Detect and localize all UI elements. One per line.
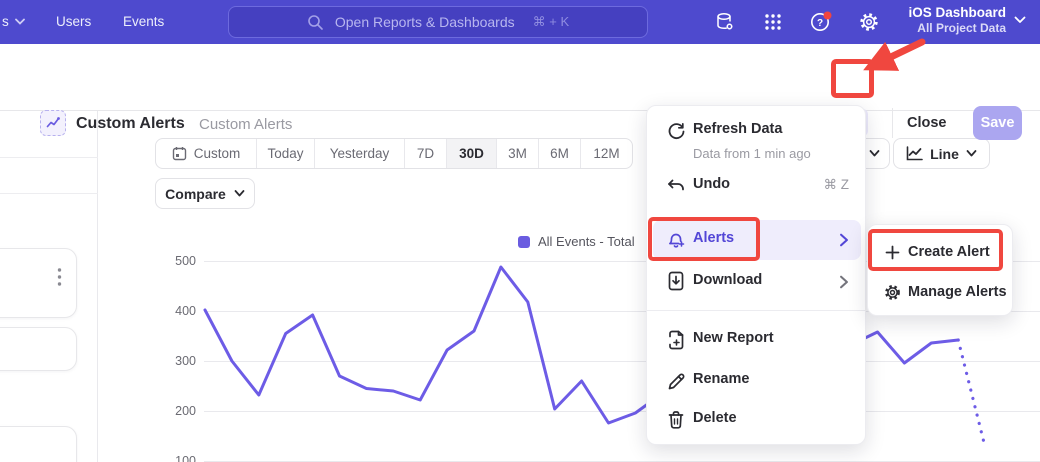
nav-item-partial-label: s [2,14,9,29]
line-chart-icon [906,146,923,161]
chart-type-label: Line [930,146,959,162]
chevron-down-icon [1014,16,1026,24]
legend-swatch [518,236,530,248]
new-report-icon [665,329,687,351]
data-management-icon[interactable] [713,11,737,33]
project-title: iOS Dashboard [908,4,1006,21]
search-icon [307,14,323,30]
pencil-icon [665,370,687,392]
save-button[interactable]: Save [973,106,1022,140]
date-range-3m[interactable]: 3M [496,139,538,168]
date-range-label: 12M [593,146,619,161]
svg-text:?: ? [817,18,823,29]
date-range-yesterday[interactable]: Yesterday [314,139,404,168]
date-range-label: Yesterday [330,146,390,161]
help-icon[interactable]: ? [809,11,833,33]
date-range-label: Custom [194,146,241,161]
query-card[interactable] [0,327,77,371]
menu-item-label: Download [693,272,762,288]
gear-icon [882,282,902,302]
project-switcher[interactable]: iOS Dashboard All Project Data [908,4,1026,36]
kebab-menu-icon[interactable] [57,267,62,287]
refresh-icon [665,120,687,142]
menu-item-label: Delete [693,410,737,426]
menu-item-refresh-data[interactable]: Refresh Data Data from 1 min ago [647,116,865,164]
query-card[interactable] [0,248,77,318]
chevron-down-icon [15,18,25,25]
header-divider [892,108,893,138]
date-range-label: Today [267,146,303,161]
app-window: s Users Events Open Reports & Dashboards… [0,0,1040,462]
compare-label: Compare [165,186,226,202]
chart-type-button[interactable]: Line [893,138,990,169]
search-shortcut-hint: ⌘ + K [533,14,570,30]
apps-grid-icon[interactable] [761,11,785,33]
calendar-icon [172,146,187,161]
menu-item-download[interactable]: Download [647,264,865,300]
panel-divider [0,193,98,194]
menu-item-subtitle: Data from 1 min ago [693,146,811,161]
undo-icon [665,175,687,197]
date-range-12m[interactable]: 12M [580,139,632,168]
compare-button[interactable]: Compare [155,178,255,209]
date-range-7d[interactable]: 7D [404,139,446,168]
date-range-label: 6M [550,146,569,161]
date-range-6m[interactable]: 6M [538,139,580,168]
query-card[interactable] [0,426,77,462]
menu-item-label: New Report [693,330,774,346]
search-input[interactable]: Open Reports & Dashboards ⌘ + K [228,6,648,38]
search-placeholder: Open Reports & Dashboards [335,14,515,30]
chevron-down-icon [234,190,245,197]
menu-item-label: Alerts [693,230,734,246]
trash-icon [665,409,687,431]
menu-item-undo[interactable]: Undo ⌘ Z [647,168,865,204]
menu-item-alerts[interactable]: Alerts [647,220,865,260]
menu-separator [647,310,865,311]
submenu-item-label: Create Alert [908,244,990,260]
project-subtitle: All Project Data [908,21,1006,36]
alerts-submenu: Create Alert Manage Alerts [867,224,1013,316]
query-builder-panel [0,111,98,462]
menu-item-new-report[interactable]: New Report [647,320,865,360]
more-options-menu: Refresh Data Data from 1 min ago Undo ⌘ … [646,105,866,445]
nav-item-events[interactable]: Events [123,14,164,29]
menu-item-label: Undo [693,176,730,192]
report-type-icon [40,110,66,136]
date-range-today[interactable]: Today [256,139,314,168]
close-button[interactable]: Close [907,115,947,131]
date-range-label: 7D [417,146,434,161]
submenu-item-label: Manage Alerts [908,284,1007,300]
alert-bell-icon [665,229,687,251]
chevron-down-icon [869,150,880,157]
menu-item-label: Refresh Data [693,121,782,137]
top-navigation-bar: s Users Events Open Reports & Dashboards… [0,0,1040,44]
chart-forecast-dotted-line [958,340,985,447]
chevron-right-icon [837,275,851,289]
chart-legend: All Events - Total [518,234,635,249]
breadcrumb: Custom Alerts [199,116,292,133]
submenu-item-manage-alerts[interactable]: Manage Alerts [868,273,1012,313]
menu-item-delete[interactable]: Delete [647,400,865,440]
settings-gear-icon[interactable] [857,11,881,33]
date-range-custom[interactable]: Custom [156,139,256,168]
legend-label: All Events - Total [538,234,635,249]
date-range-label: 3M [508,146,527,161]
menu-item-rename[interactable]: Rename [647,360,865,400]
chevron-right-icon [837,233,851,247]
date-range-control: Custom Today Yesterday 7D 30D 3M 6M 12M [155,138,633,169]
date-range-label: 30D [459,146,484,161]
nav-item-users[interactable]: Users [56,14,91,29]
plus-icon [882,242,902,262]
date-range-30d-selected[interactable]: 30D [446,139,496,168]
download-icon [665,270,687,292]
report-header: Custom Alerts Custom Alerts GV Duplicate… [0,44,1040,111]
panel-divider [0,157,98,158]
chevron-down-icon [966,150,977,157]
nav-item-partial[interactable]: s [2,14,25,29]
menu-item-label: Rename [693,371,749,387]
submenu-item-create-alert[interactable]: Create Alert [868,233,1012,273]
menu-item-shortcut: ⌘ Z [824,177,850,193]
page-title: Custom Alerts [76,115,185,133]
